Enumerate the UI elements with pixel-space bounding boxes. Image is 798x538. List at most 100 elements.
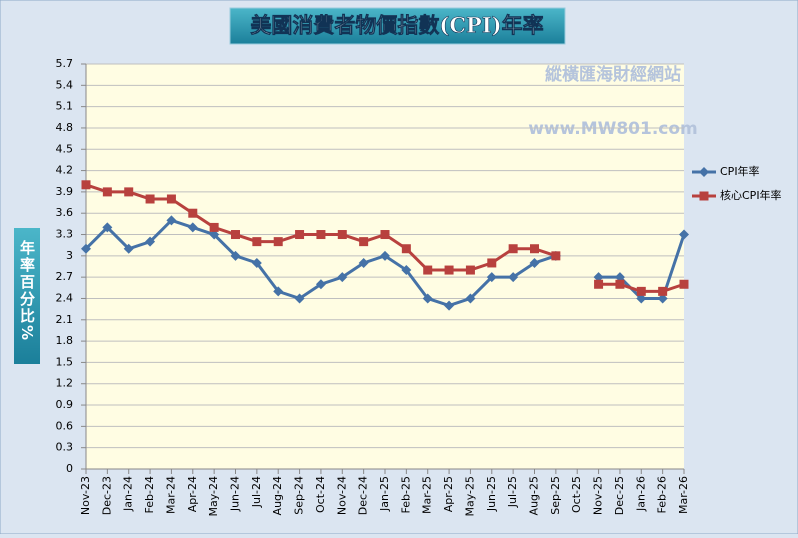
title-box [229, 7, 566, 45]
x-tick-label: Nov-24 [335, 476, 348, 515]
data-point [529, 257, 540, 268]
data-point [188, 208, 198, 218]
x-tick-label: Jun-24 [229, 476, 242, 512]
x-tick-label: Oct-24 [314, 476, 327, 513]
x-tick-label: Feb-25 [399, 476, 412, 513]
x-tick-label: Mar-25 [421, 476, 434, 514]
data-point [657, 293, 668, 304]
y-tick-label: 5.4 [56, 78, 74, 91]
data-point [508, 272, 519, 283]
x-tick-label: Jan-24 [122, 476, 135, 512]
y-tick-label: 2.4 [56, 291, 74, 304]
data-point [145, 236, 156, 247]
y-label-box [14, 228, 40, 364]
y-tick-label: 1.2 [56, 377, 74, 390]
data-point [359, 237, 369, 247]
data-point [166, 215, 177, 226]
y-tick-label: 4.5 [56, 142, 74, 155]
data-point [209, 222, 219, 232]
data-point [401, 265, 412, 276]
legend-label: CPI年率 [720, 164, 760, 178]
x-tick-label: Dec-23 [100, 476, 113, 515]
data-point [486, 272, 497, 283]
data-point [422, 293, 433, 304]
watermark: 縱橫匯海財經網站 [545, 64, 681, 85]
y-tick-label: 4.8 [56, 121, 74, 134]
data-point [337, 230, 347, 240]
y-tick-label: 3.6 [56, 206, 74, 219]
data-point [230, 250, 241, 261]
y-tick-label: 5.7 [56, 57, 74, 70]
y-axis-label: 年率百分比% [18, 239, 36, 342]
x-tick-label: Aug-24 [271, 476, 284, 515]
data-point [251, 257, 262, 268]
chart-title: 美國消費者物價指數(CPI)年率 [250, 13, 543, 38]
data-point [551, 251, 561, 261]
data-point [187, 222, 198, 233]
data-point [465, 293, 476, 304]
x-tick-label: May-25 [463, 476, 476, 517]
data-point [81, 180, 91, 190]
y-tick-label: 1.8 [56, 334, 74, 347]
y-tick-label: 0.6 [56, 419, 74, 432]
data-point [316, 230, 326, 240]
x-tick-label: Feb-26 [656, 476, 669, 513]
data-point [123, 243, 134, 254]
data-point [380, 230, 390, 240]
data-point [444, 265, 454, 275]
x-tick-label: Dec-24 [357, 476, 370, 515]
data-point [699, 191, 709, 201]
data-point [699, 167, 709, 177]
data-point [145, 194, 155, 204]
data-point [102, 187, 112, 197]
y-tick-label: 1.5 [56, 355, 74, 368]
x-tick-label: Nov-25 [592, 476, 605, 515]
data-point [295, 230, 305, 240]
plot-area [86, 64, 684, 469]
data-point [380, 250, 390, 261]
x-tick-label: Sep-25 [549, 476, 562, 515]
y-tick-label: 3 [66, 249, 73, 262]
y-tick-label: 3.3 [56, 228, 74, 241]
y-tick-label: 3.9 [56, 185, 74, 198]
x-tick-label: Mar-26 [677, 476, 690, 514]
x-tick-label: Apr-24 [186, 476, 199, 512]
x-tick-label: Jan-25 [378, 476, 391, 512]
data-point [615, 279, 625, 289]
x-tick-label: Jul-24 [250, 476, 263, 508]
x-tick-label: Feb-24 [143, 476, 156, 513]
data-point [337, 272, 348, 283]
data-point [209, 229, 220, 240]
y-tick-label: 2.7 [56, 270, 74, 283]
data-point [102, 222, 113, 233]
x-tick-label: Jul-25 [506, 476, 519, 508]
x-tick-label: Mar-24 [164, 476, 177, 514]
data-point [423, 265, 433, 275]
data-point [124, 187, 134, 197]
data-point [465, 265, 475, 275]
data-point [594, 279, 604, 289]
x-tick-label: Jan-26 [634, 476, 647, 512]
y-tick-label: 0.3 [56, 441, 74, 454]
data-point [294, 293, 305, 304]
watermark: www.MW801.com [528, 119, 698, 139]
data-point [487, 258, 497, 268]
x-tick-label: Dec-25 [613, 476, 626, 515]
data-point [658, 286, 668, 296]
data-point [444, 300, 455, 311]
data-point [252, 237, 262, 247]
y-tick-label: 0 [66, 462, 73, 475]
data-point [166, 194, 176, 204]
data-point [679, 279, 689, 289]
x-tick-label: Apr-25 [442, 476, 455, 512]
x-tick-label: Oct-25 [570, 476, 583, 513]
data-point [679, 229, 689, 240]
data-point [81, 243, 91, 254]
data-point [231, 230, 240, 240]
data-point [273, 286, 284, 297]
y-tick-label: 4.2 [56, 164, 74, 177]
data-point [401, 244, 411, 254]
legend-label: 核心CPI年率 [720, 188, 782, 202]
